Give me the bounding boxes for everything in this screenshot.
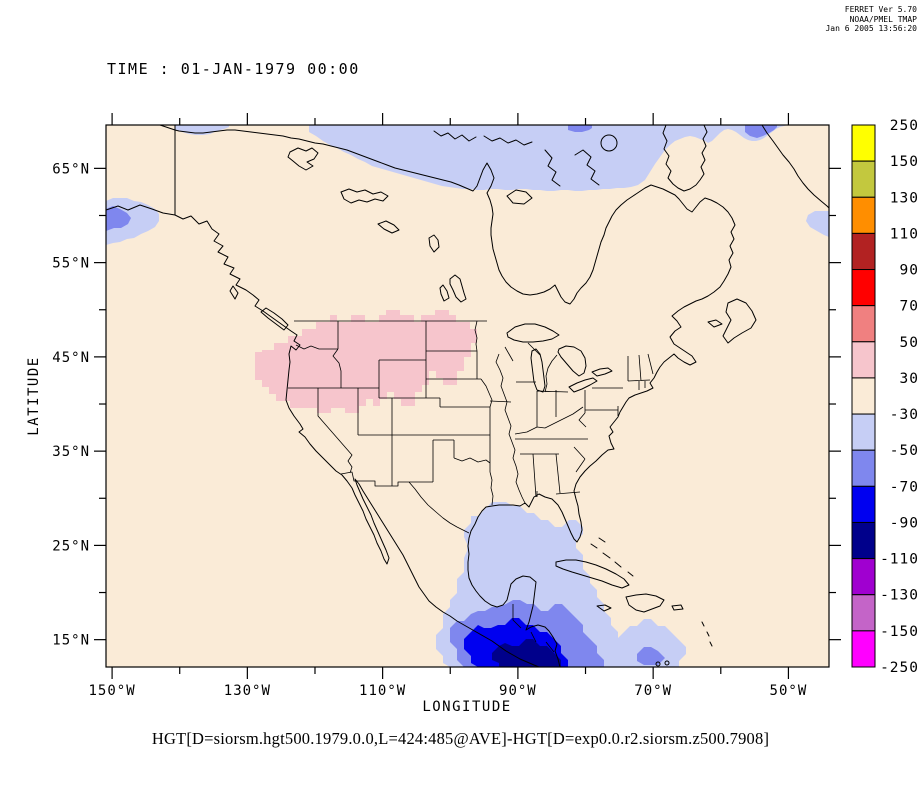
colorbar-cell: [851, 232, 876, 271]
colorbar-level-label: -50: [890, 443, 919, 459]
colorbar-labels: 250 150 130 110 90 70 50 30 -30 -50 -70 -90 -110 -130…: [880, 118, 919, 676]
island-abc-2: [664, 660, 670, 666]
y-tick-label: 35°N: [52, 444, 90, 460]
y-tick-label: 55°N: [52, 256, 90, 272]
region-greenland-edge-patch: [806, 211, 829, 237]
plot-title: TIME : 01-JAN-1979 00:00: [107, 60, 360, 78]
coastline-pacific: [106, 204, 540, 667]
axis-tick-labels: 150°W 130°W 110°W 90°W 70°W 50°W 65°N 55°N 45°N 3…: [52, 161, 808, 699]
x-tick-label: 50°W: [770, 683, 808, 699]
arctic-island-coasts: [433, 130, 600, 205]
island-newfoundland: [722, 298, 757, 344]
x-tick-label: 70°W: [634, 683, 672, 699]
colorbar-level-label: 250: [890, 118, 919, 134]
colorbar-cell: [851, 594, 876, 632]
colorbar-level-label: -70: [890, 479, 919, 495]
y-tick-label: 15°N: [52, 633, 90, 649]
region-centralamerica-navy: [492, 639, 561, 667]
central-america-borders: [512, 604, 555, 653]
ferret-version-header: FERRET Ver 5.70 NOAA/PMEL TMAP Jan 6 200…: [825, 5, 917, 34]
political-borders: [288, 320, 654, 653]
colorbar-cell: [851, 269, 876, 307]
y-tick-label: 25°N: [52, 538, 90, 554]
axis-ticks: [94, 113, 841, 679]
coastline-greenland: [761, 125, 829, 209]
y-axis-label: LATITUDE: [26, 356, 42, 435]
colorbar-cell: [851, 485, 876, 523]
colorbar-cell: [851, 377, 876, 415]
colorbar-level-label: 90: [900, 263, 919, 279]
lake-superior: [506, 323, 560, 343]
ferret-timestamp-line: Jan 6 2005 13:56:20: [825, 24, 917, 33]
x-tick-label: 150°W: [89, 683, 136, 699]
coastlines: [106, 125, 829, 667]
lake-reindeer: [428, 234, 440, 253]
lake-athabasca: [377, 220, 400, 234]
lake-great-slave: [340, 188, 389, 204]
island-vancouver: [260, 307, 289, 331]
colorbar-cell: [851, 196, 876, 234]
lake-winnipeg: [439, 274, 467, 303]
x-tick-label: 90°W: [499, 683, 537, 699]
anomaly-regions: [106, 125, 829, 667]
region-arctic-band: [309, 125, 788, 191]
lake-huron: [557, 345, 587, 377]
island-cuba: [555, 559, 630, 589]
region-arctic-core-2: [745, 125, 777, 138]
colorbar-level-label: -90: [890, 515, 919, 531]
colorbar-cell: [851, 124, 876, 162]
arctic-island-ring: [600, 134, 618, 152]
island-haida-gwaii: [229, 285, 239, 300]
colorbar-cell: [851, 341, 876, 379]
island-jamaica: [596, 604, 612, 612]
plot-caption: HGT[D=siorsm.hgt500.1979.0.0,L=424:485@A…: [151, 729, 770, 748]
plot-frame: [105, 124, 830, 668]
x-axis-label: LONGITUDE: [422, 699, 511, 715]
island-puerto-rico: [671, 604, 684, 611]
colorbar-cell: [851, 449, 876, 487]
colorbar-level-label: 50: [900, 335, 919, 351]
y-tick-label: 65°N: [52, 161, 90, 177]
colorbar-level-label: -30: [890, 407, 919, 423]
y-tick-label: 45°N: [52, 350, 90, 366]
ferret-org-line: NOAA/PMEL TMAP: [849, 14, 917, 24]
islands-bahamas: [590, 537, 634, 577]
colorbar: [851, 124, 876, 668]
colorbar-level-label: 130: [890, 190, 919, 206]
island-anticosti: [707, 319, 723, 328]
colorbar-cell: [851, 558, 876, 596]
lake-erie: [568, 377, 598, 393]
colorbar-level-label: 150: [890, 154, 919, 170]
colorbar-level-label: 30: [900, 371, 919, 387]
colorbar-level-label: -150: [880, 624, 919, 640]
island-abc-1: [655, 661, 661, 667]
islands-lesser-antilles: [701, 621, 713, 647]
x-tick-label: 110°W: [359, 683, 406, 699]
x-tick-label: 130°W: [224, 683, 271, 699]
lake-ontario: [591, 367, 613, 377]
region-alaska-blob-core: [106, 206, 131, 231]
ferret-version-line: FERRET Ver 5.70: [844, 5, 917, 14]
colorbar-cell: [851, 413, 876, 451]
colorbar-level-label: -250: [880, 660, 919, 676]
region-caribbean-lavender: [611, 619, 686, 667]
colorbar-cell: [851, 630, 876, 668]
region-northwest-us-pink: [255, 310, 477, 413]
colorbar-level-label: 110: [890, 226, 919, 242]
lake-great-bear: [287, 147, 319, 171]
island-baffin: [662, 125, 708, 192]
colorbar-cell: [851, 160, 876, 198]
colorbar-cell: [851, 521, 876, 560]
us-state-borders: [288, 320, 654, 534]
colorbar-level-label: -110: [880, 552, 919, 568]
region-caribbean-core: [637, 647, 665, 665]
coastline-atlantic-arctic: [159, 125, 736, 667]
region-arctic-core-1: [568, 125, 592, 132]
colorbar-cell: [851, 305, 876, 343]
colorbar-level-label: -130: [880, 588, 919, 604]
colorbar-level-label: 70: [900, 299, 919, 315]
island-hispaniola: [625, 593, 665, 613]
